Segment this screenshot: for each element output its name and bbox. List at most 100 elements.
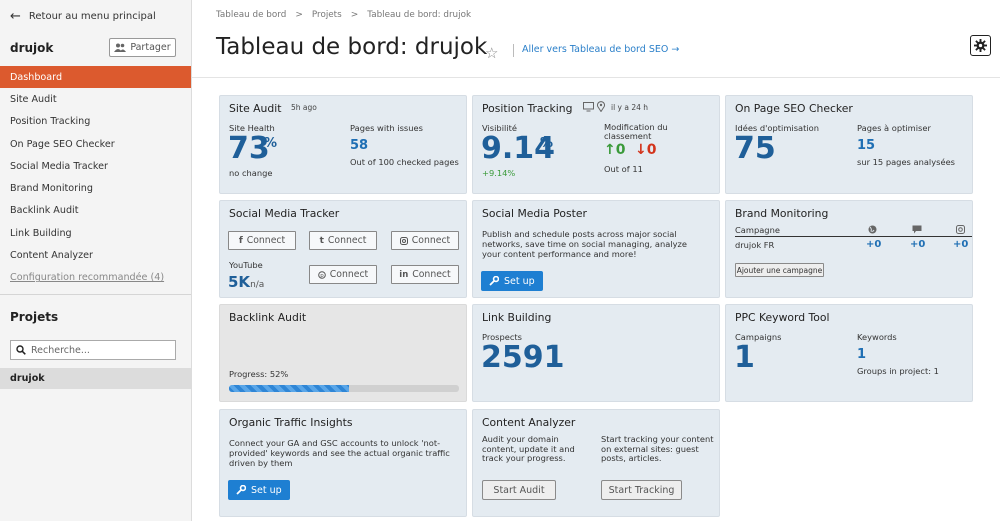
progress-bar <box>229 385 459 392</box>
organic-traffic-insights-card[interactable]: Organic Traffic Insights Connect your GA… <box>219 409 467 517</box>
sidebar-item-position-tracking[interactable]: Position Tracking <box>10 116 91 128</box>
share-label: Partager <box>130 42 171 53</box>
campaign-name[interactable]: drujok FR <box>735 240 775 250</box>
start-tracking-button[interactable]: Start Tracking <box>601 480 682 500</box>
breadcrumb: Tableau de bord > Projets > Tableau de b… <box>216 10 471 20</box>
page-title: Tableau de bord: drujok <box>216 34 488 60</box>
sidebar-nav: Dashboard Site Audit Position Tracking O… <box>0 66 191 289</box>
pinterest-connect-button[interactable]: p Connect <box>309 265 377 284</box>
search-input[interactable] <box>31 344 171 356</box>
project-search[interactable] <box>10 340 176 360</box>
back-to-main-menu-link[interactable]: ← Retour au menu principal <box>10 9 156 24</box>
share-button[interactable]: Partager <box>109 38 176 57</box>
sidebar-item-social-media-tracker[interactable]: Social Media Tracker <box>10 160 108 172</box>
keywords-value[interactable]: 1 <box>857 347 867 362</box>
content-analyzer-card[interactable]: Content Analyzer Audit your domain conte… <box>472 409 720 517</box>
rank-down-count: ↓0 <box>635 142 657 158</box>
settings-button[interactable] <box>970 35 991 56</box>
ideas-value[interactable]: 75 <box>734 131 776 166</box>
project-list-item[interactable]: drujok <box>0 368 191 389</box>
backlink-audit-card[interactable]: Backlink Audit Progress: 52% <box>219 304 467 402</box>
linkedin-connect-button[interactable]: in Connect <box>391 265 459 284</box>
social-media-tracker-card[interactable]: Social Media Tracker f Connect t Connect C… <box>219 200 467 298</box>
arrow-up-icon: ↑ <box>604 142 616 158</box>
breadcrumb-item[interactable]: Projets <box>311 10 342 20</box>
link-building-card[interactable]: Link Building Prospects 2591 <box>472 304 720 402</box>
arrow-left-icon: ← <box>10 9 21 24</box>
breadcrumb-item: Tableau de bord: drujok <box>367 10 472 20</box>
site-health-label: Site Health <box>229 123 275 133</box>
sidebar: ← Retour au menu principal drujok Partag… <box>0 0 192 521</box>
facebook-connect-button[interactable]: f Connect <box>228 231 296 250</box>
instagram-connect-button[interactable]: Connect <box>391 231 459 250</box>
prospects-label: Prospects <box>482 332 522 342</box>
sidebar-item-backlink-audit[interactable]: Backlink Audit <box>10 205 79 217</box>
pages-optimize-value[interactable]: 15 <box>857 138 876 153</box>
breadcrumb-item[interactable]: Tableau de bord <box>216 10 287 20</box>
site-health-change: no change <box>229 168 273 178</box>
projects-title: Projets <box>10 310 59 324</box>
twitter-connect-button[interactable]: t Connect <box>309 231 377 250</box>
ppc-keyword-tool-card[interactable]: PPC Keyword Tool Campaigns 1 Keywords 1 … <box>725 304 973 402</box>
star-icon[interactable]: ☆ <box>485 44 499 62</box>
on-page-seo-card[interactable]: On Page SEO Checker Idées d'optimisation… <box>725 95 973 194</box>
chevron-right-icon: > <box>295 10 303 20</box>
poster-description: Publish and schedule posts across major … <box>482 229 687 259</box>
site-audit-card[interactable]: Site Audit 5h ago Site Health 73 % no ch… <box>219 95 467 194</box>
campaign-header: Campagne <box>735 225 780 235</box>
sidebar-item-brand-monitoring[interactable]: Brand Monitoring <box>10 183 93 195</box>
card-title: Content Analyzer <box>482 416 576 429</box>
mentions-instagram: +0 <box>953 239 969 250</box>
start-audit-button[interactable]: Start Audit <box>482 480 556 500</box>
social-media-poster-card[interactable]: Social Media Poster Publish and schedule… <box>472 200 720 298</box>
brand-monitoring-card[interactable]: Brand Monitoring Campagne drujok FR +0 +… <box>725 200 973 298</box>
search-icon <box>16 345 26 355</box>
pages-issues-sub: Out of 100 checked pages <box>350 157 459 167</box>
updated-time: 5h ago <box>291 103 317 112</box>
instagram-icon <box>399 236 408 245</box>
pages-optimize-label: Pages à optimiser <box>857 123 931 133</box>
card-title: On Page SEO Checker <box>735 102 853 115</box>
sidebar-item-on-page-seo[interactable]: On Page SEO Checker <box>10 138 115 150</box>
arrow-down-icon: ↓ <box>635 142 647 158</box>
sidebar-divider <box>0 294 191 295</box>
youtube-label: YouTube <box>229 260 263 270</box>
chevron-right-icon: > <box>350 10 359 20</box>
sidebar-item-link-building[interactable]: Link Building <box>10 227 72 239</box>
card-title: Brand Monitoring <box>735 207 829 220</box>
location-pin-icon <box>597 101 605 112</box>
back-label: Retour au menu principal <box>28 11 156 22</box>
visibility-label: Visibilité <box>482 123 517 133</box>
header-divider <box>513 44 514 57</box>
ideas-label: Idées d'optimisation <box>735 123 820 133</box>
position-tracking-card[interactable]: Position Tracking il y a 24 h Visibilité… <box>472 95 720 194</box>
pages-issues-label: Pages with issues <box>350 123 423 133</box>
rank-up-count: ↑0 <box>604 142 626 158</box>
sidebar-item-site-audit[interactable]: Site Audit <box>10 93 57 105</box>
site-health-value: 73 <box>228 131 270 166</box>
seo-dashboard-link[interactable]: Aller vers Tableau de bord SEO → <box>522 44 680 55</box>
mentions-social: +0 <box>910 239 926 250</box>
campaigns-value[interactable]: 1 <box>734 340 755 375</box>
out-of-label: Out of 11 <box>604 164 643 174</box>
poster-setup-button[interactable]: Set up <box>481 271 543 291</box>
progress-fill <box>229 385 349 392</box>
prospects-value[interactable]: 2591 <box>481 340 565 375</box>
audit-description: Audit your domain content, update it and… <box>482 434 575 463</box>
pages-issues-value[interactable]: 58 <box>350 138 369 153</box>
header-separator <box>192 77 1000 78</box>
visibility-change: +9.14% <box>482 168 516 178</box>
instagram-icon <box>956 225 965 234</box>
updated-time: il y a 24 h <box>611 103 649 112</box>
add-campaign-button[interactable]: Ajouter une campagne <box>735 263 824 277</box>
pinterest-icon: p <box>317 270 326 279</box>
youtube-value: 5Kn/a <box>228 273 265 291</box>
campaigns-label: Campaigns <box>735 332 782 342</box>
sidebar-item-recommended-config[interactable]: Configuration recommandée (4) <box>10 272 165 284</box>
sidebar-item-content-analyzer[interactable]: Content Analyzer <box>10 250 93 262</box>
card-title: Backlink Audit <box>229 311 307 324</box>
organic-setup-button[interactable]: Set up <box>228 480 290 500</box>
card-title: Social Media Tracker <box>229 207 340 220</box>
sidebar-item-dashboard[interactable]: Dashboard <box>0 66 191 89</box>
pages-optimize-sub: sur 15 pages analysées <box>857 157 956 167</box>
